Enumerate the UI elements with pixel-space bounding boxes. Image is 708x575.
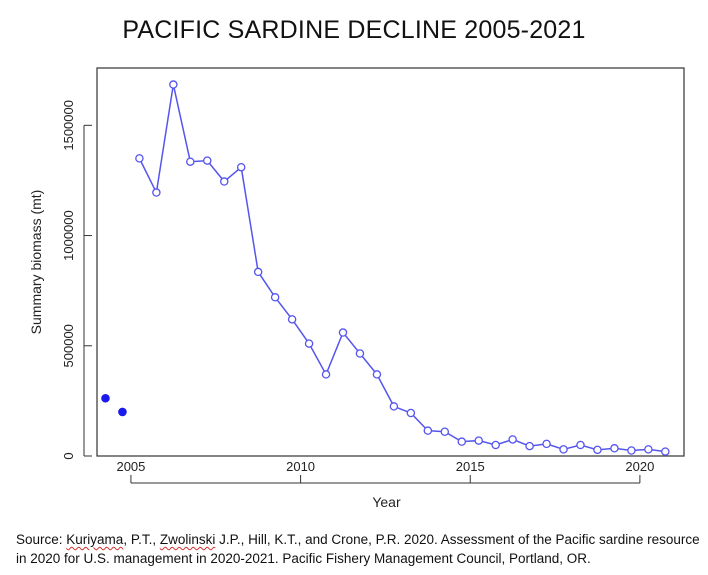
data-point <box>338 328 348 337</box>
data-point <box>508 435 517 444</box>
data-point <box>542 439 551 449</box>
source-author-1: Kuriyama <box>66 532 124 547</box>
data-point <box>135 154 144 163</box>
y-tick-label: 1500000 <box>61 100 76 151</box>
data-point <box>270 293 280 302</box>
source-author-2: Zwolinski <box>159 532 216 547</box>
data-point <box>389 402 399 411</box>
chart-title: PACIFIC SARDINE DECLINE 2005-2021 <box>122 16 586 44</box>
source-rest: J.P., Hill, K.T., and Crone, P.R. 2020. … <box>16 532 700 566</box>
y-axis-label: Summary biomass (mt) <box>28 190 44 335</box>
axes-group: 2005 2010 2015 2020 0 500000 1000000 1500000 Yea… <box>28 67 685 510</box>
data-point <box>169 80 178 89</box>
data-point <box>525 441 534 451</box>
data-point <box>661 447 670 456</box>
y-tick-label: 0 <box>61 452 76 459</box>
data-point <box>321 370 331 379</box>
data-point <box>236 162 246 172</box>
data-point <box>610 444 619 453</box>
data-point <box>406 408 416 418</box>
data-point <box>152 188 161 197</box>
x-axis-label: Year <box>372 494 401 510</box>
x-tick-label: 2010 <box>286 459 315 474</box>
data-point <box>576 440 585 450</box>
data-point <box>287 315 297 324</box>
early-data-point <box>101 393 110 403</box>
data-point <box>355 349 365 358</box>
data-point <box>423 426 433 435</box>
data-point <box>203 156 212 165</box>
biomass-series-line <box>138 84 666 453</box>
data-point <box>457 437 467 446</box>
data-point <box>644 445 653 454</box>
data-point <box>304 339 314 348</box>
x-tick-label: 2005 <box>116 459 145 474</box>
data-point <box>253 267 263 277</box>
data-point <box>219 177 229 186</box>
source-prefix: Source: <box>16 532 67 547</box>
plot-frame <box>96 67 685 457</box>
data-point <box>593 445 602 455</box>
source-mid: , P.T., <box>123 532 160 547</box>
x-tick-label: 2015 <box>456 459 485 474</box>
early-data-point <box>118 407 127 417</box>
data-point <box>372 370 382 379</box>
data-marks <box>101 80 670 456</box>
data-point <box>440 427 450 436</box>
data-point <box>627 446 636 455</box>
y-tick-label: 1000000 <box>61 210 76 261</box>
data-point <box>559 445 568 454</box>
data-point <box>491 440 500 450</box>
data-point <box>474 436 483 445</box>
x-tick-label: 2020 <box>625 459 654 474</box>
y-tick-label: 500000 <box>61 324 76 367</box>
source-citation: Source: Kuriyama, P.T., Zwolinski J.P., … <box>16 530 700 568</box>
sardine-biomass-chart: 2005 2010 2015 2020 0 500000 1000000 1500000 Yea… <box>28 67 685 510</box>
data-point <box>186 157 195 166</box>
